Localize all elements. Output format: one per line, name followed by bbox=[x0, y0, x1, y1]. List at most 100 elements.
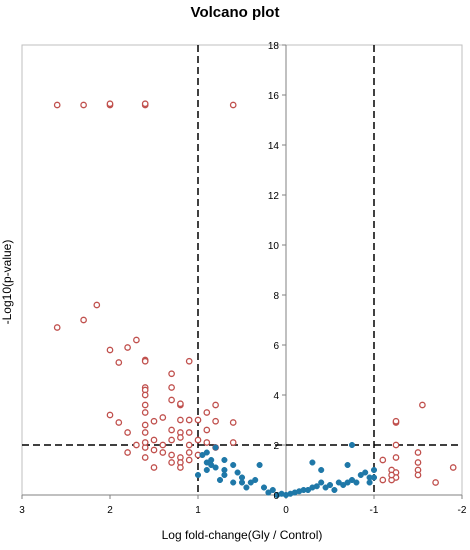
significant-point bbox=[141, 454, 149, 461]
significant-point bbox=[203, 426, 211, 434]
significant-point bbox=[106, 100, 114, 108]
significant-point bbox=[229, 419, 237, 426]
significant-point bbox=[93, 301, 101, 309]
not-significant-point bbox=[318, 479, 325, 486]
significant-point bbox=[141, 439, 149, 446]
not-significant-point bbox=[331, 486, 338, 494]
not-significant-point bbox=[212, 464, 219, 471]
significant-point bbox=[185, 441, 193, 449]
significant-point bbox=[229, 101, 237, 109]
significant-point bbox=[150, 417, 158, 425]
significant-point bbox=[124, 449, 131, 456]
y-tick-label: 16 bbox=[268, 91, 280, 102]
significant-point bbox=[185, 449, 193, 456]
significant-point bbox=[449, 464, 457, 471]
significant-point bbox=[177, 416, 184, 424]
not-significant-point bbox=[243, 484, 250, 491]
significant-point bbox=[80, 101, 87, 109]
significant-point bbox=[414, 459, 422, 466]
significant-point bbox=[115, 419, 123, 426]
significant-point bbox=[203, 439, 211, 446]
significant-point bbox=[379, 476, 387, 484]
not-significant-point bbox=[348, 441, 356, 449]
not-significant-point bbox=[370, 466, 378, 474]
significant-point bbox=[177, 434, 184, 441]
significant-point bbox=[379, 456, 387, 464]
significant-point bbox=[229, 439, 237, 446]
significant-point bbox=[106, 411, 114, 419]
significant-point bbox=[203, 409, 211, 416]
y-tick-label: 6 bbox=[273, 341, 279, 352]
significant-point bbox=[115, 359, 123, 366]
significant-point bbox=[150, 436, 158, 444]
significant-point bbox=[185, 456, 193, 464]
x-tick-label: -1 bbox=[370, 505, 379, 516]
significant-point bbox=[392, 441, 400, 449]
significant-point bbox=[414, 471, 422, 479]
y-tick-label: 12 bbox=[268, 191, 280, 202]
y-tick-label: 18 bbox=[268, 41, 280, 52]
significant-point bbox=[106, 346, 114, 354]
not-significant-point bbox=[221, 456, 228, 464]
significant-point bbox=[392, 417, 400, 425]
not-significant-point bbox=[260, 484, 268, 491]
not-significant-point bbox=[238, 479, 246, 486]
significant-point bbox=[388, 471, 395, 479]
not-significant-point bbox=[212, 444, 219, 451]
y-tick-label: 10 bbox=[268, 241, 280, 252]
plot-frame bbox=[21, 44, 463, 496]
significant-point bbox=[53, 101, 61, 109]
not-significant-point bbox=[344, 461, 351, 469]
y-tick-label: 8 bbox=[273, 291, 279, 302]
significant-point bbox=[53, 324, 61, 331]
not-significant-point bbox=[370, 474, 378, 481]
not-significant-point bbox=[269, 486, 276, 494]
significant-point bbox=[133, 441, 140, 449]
significant-point bbox=[212, 401, 219, 409]
not-significant-point bbox=[256, 461, 263, 469]
significant-point bbox=[185, 429, 193, 436]
not-significant-point bbox=[362, 469, 369, 476]
x-tick-label: 1 bbox=[195, 505, 201, 516]
significant-point bbox=[124, 344, 131, 351]
significant-point bbox=[168, 370, 175, 378]
not-significant-point bbox=[230, 479, 237, 486]
not-significant-point bbox=[230, 461, 237, 469]
not-significant-point bbox=[203, 466, 210, 474]
not-significant-point bbox=[326, 481, 334, 489]
x-tick-label: 0 bbox=[283, 505, 289, 516]
x-tick-label: 3 bbox=[19, 505, 25, 516]
significant-point bbox=[177, 464, 184, 471]
significant-point bbox=[133, 336, 140, 344]
x-tick-label: 2 bbox=[107, 505, 113, 516]
not-significant-point bbox=[353, 479, 360, 486]
significant-point bbox=[150, 446, 158, 454]
not-significant-point bbox=[366, 479, 373, 486]
x-tick-label: -2 bbox=[458, 505, 467, 516]
significant-point bbox=[392, 454, 400, 461]
significant-point bbox=[150, 464, 158, 471]
significant-point bbox=[168, 436, 175, 444]
significant-point bbox=[414, 449, 422, 456]
significant-point bbox=[168, 426, 175, 434]
significant-point bbox=[124, 429, 131, 436]
significant-point bbox=[168, 451, 175, 459]
significant-point bbox=[168, 459, 175, 466]
significant-point bbox=[141, 357, 149, 365]
significant-point bbox=[432, 479, 439, 486]
significant-point bbox=[80, 316, 87, 324]
y-tick-label: 2 bbox=[273, 441, 279, 452]
not-significant-point bbox=[194, 471, 202, 479]
not-significant-point bbox=[216, 476, 224, 484]
not-significant-point bbox=[221, 471, 228, 479]
significant-point bbox=[168, 384, 175, 391]
significant-point bbox=[177, 400, 184, 408]
significant-point bbox=[159, 449, 167, 456]
significant-point bbox=[159, 441, 167, 449]
not-significant-point bbox=[309, 459, 316, 466]
y-tick-label: 0 bbox=[273, 491, 279, 502]
y-tick-label: 4 bbox=[273, 391, 279, 402]
chart-title: Volcano plot bbox=[190, 4, 280, 21]
